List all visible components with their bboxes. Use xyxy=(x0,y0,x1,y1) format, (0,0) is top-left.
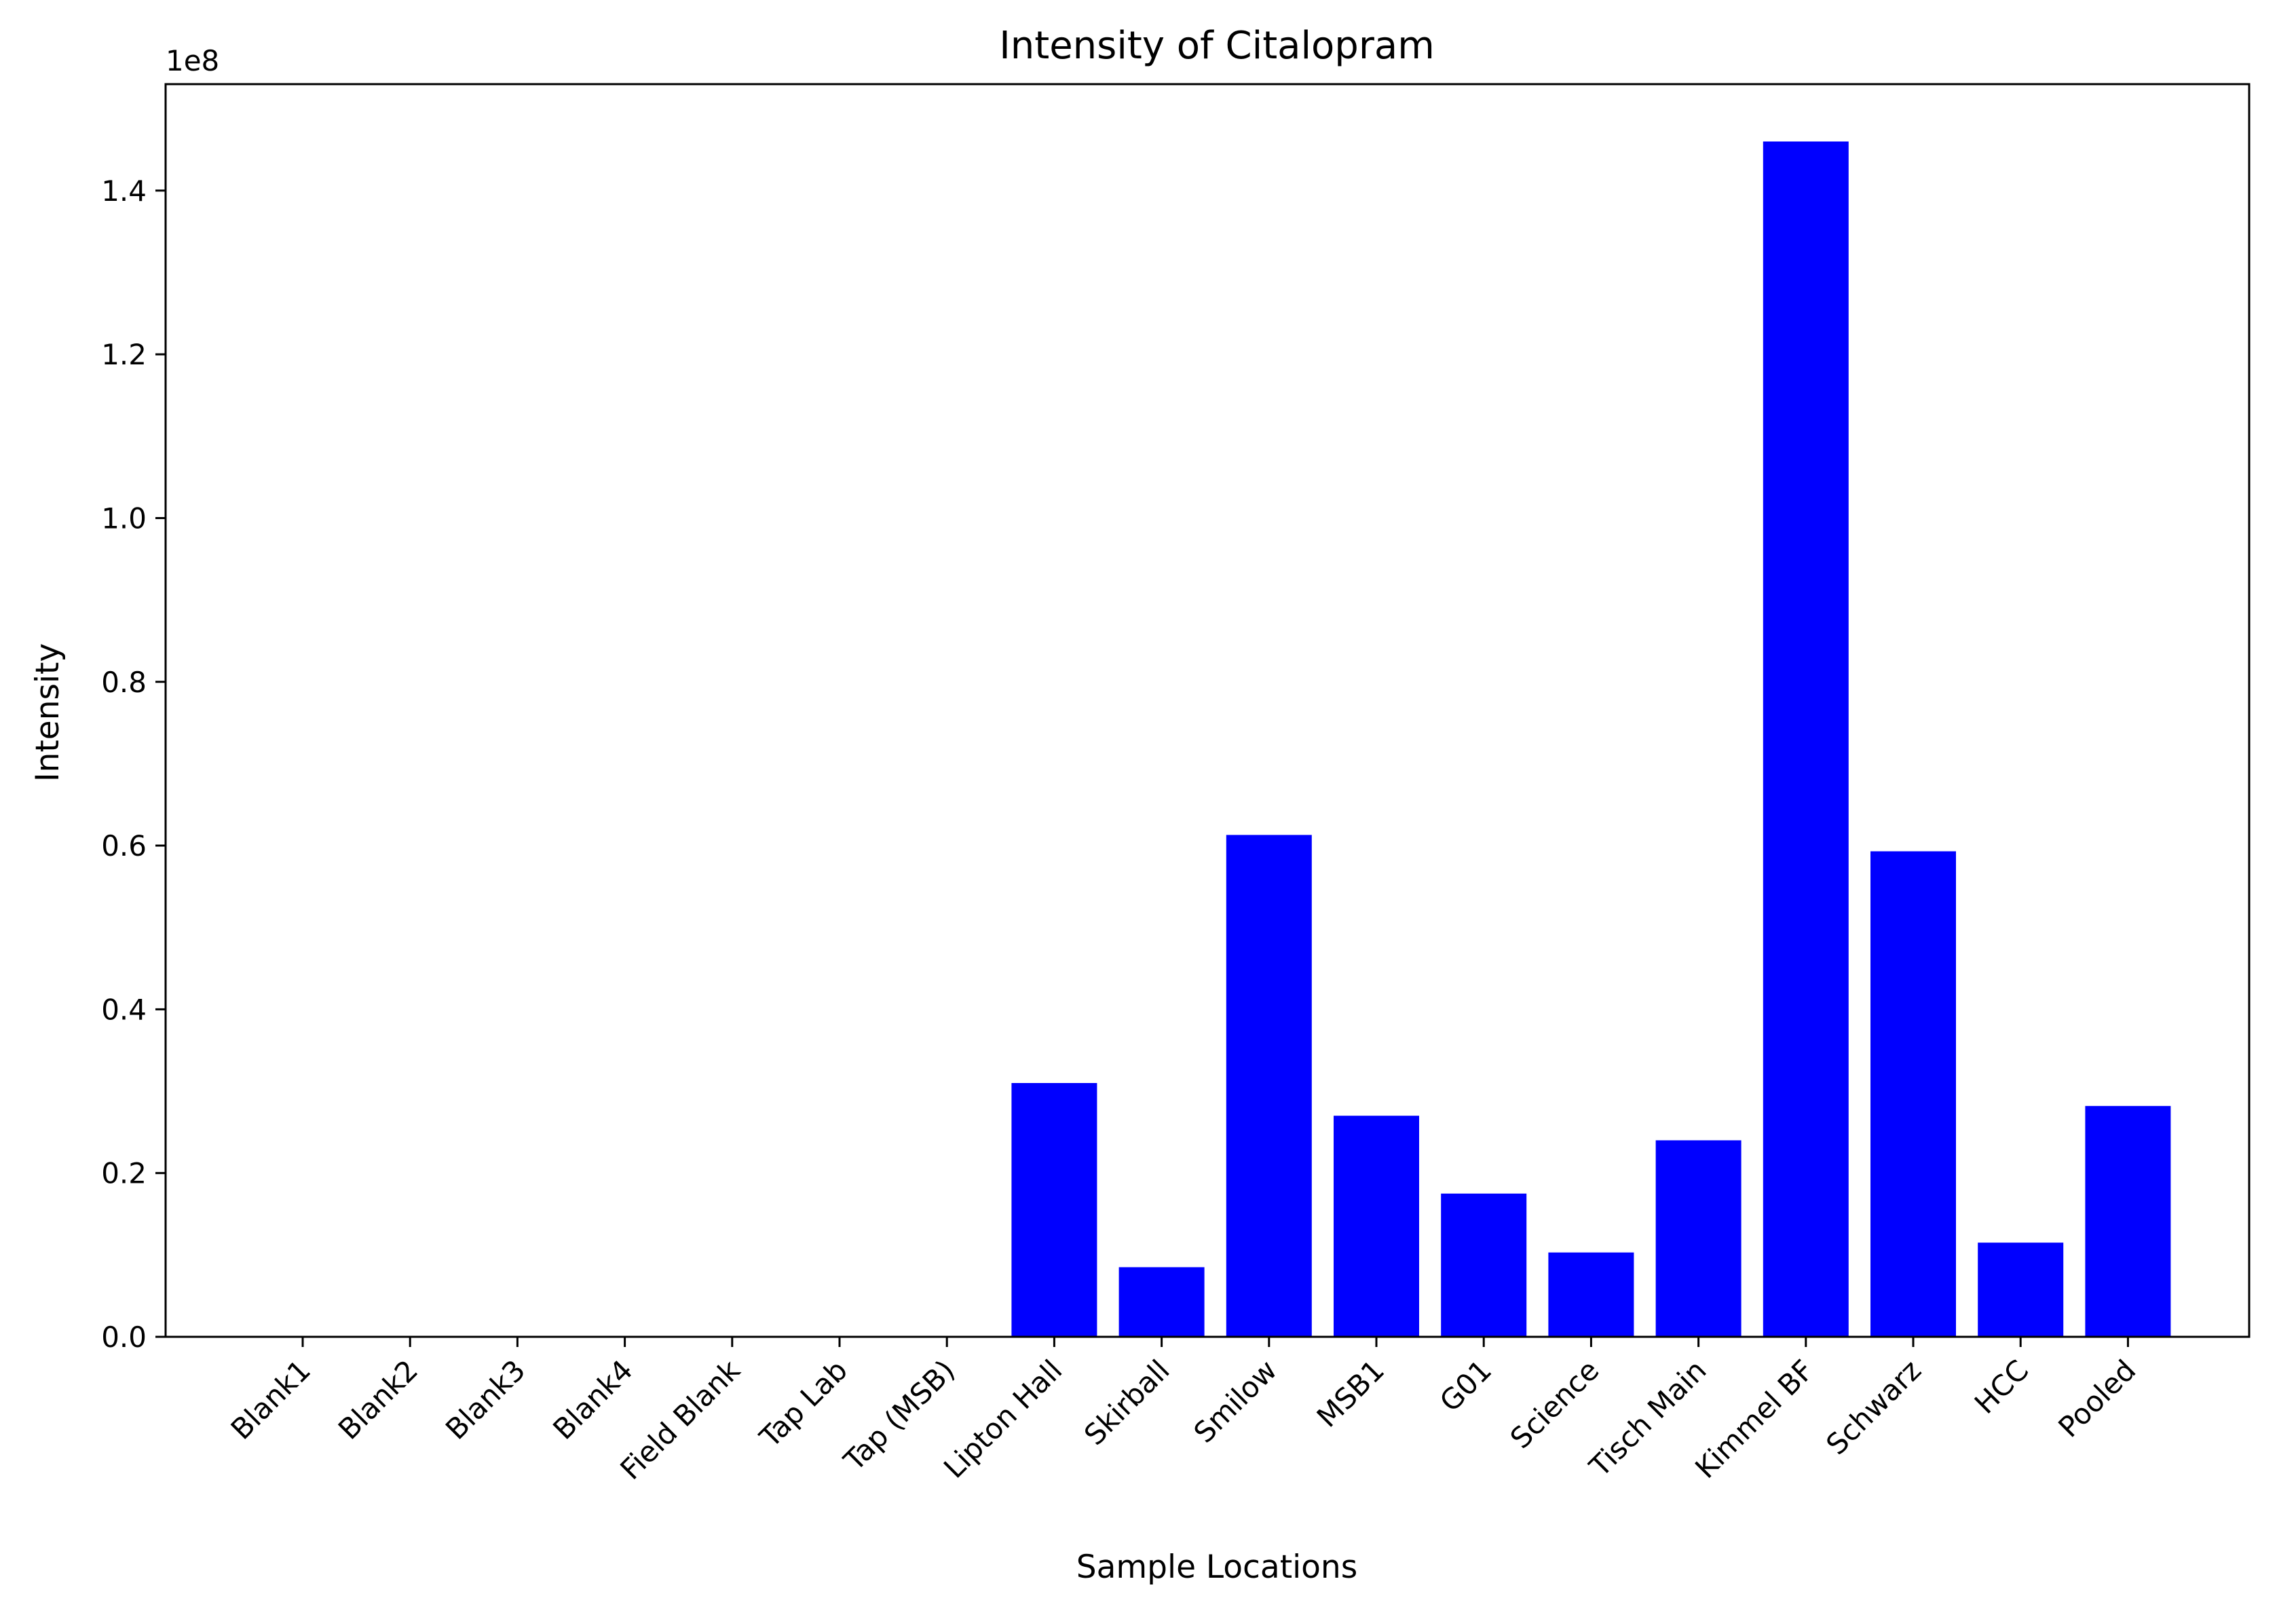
y-axis-title: Intensity xyxy=(29,643,67,782)
bar-science xyxy=(1548,1252,1634,1337)
plot-area-frame xyxy=(164,83,2251,1338)
bar-pooled xyxy=(2085,1105,2171,1337)
y-axis-offset-label: 1e8 xyxy=(166,44,219,77)
y-tick-label: 1.4 xyxy=(101,174,147,208)
bar-g01 xyxy=(1441,1193,1527,1337)
y-tick-label: 1.2 xyxy=(101,338,147,371)
y-tick-label: 0.4 xyxy=(101,993,147,1026)
y-axis-ticks: 0.0 0.2 0.4 0.6 0.8 1.0 1.2 1.4 xyxy=(101,174,166,1354)
y-tick-label: 1.0 xyxy=(101,501,147,535)
y-tick-label: 0.2 xyxy=(101,1157,147,1190)
bar-msb1 xyxy=(1334,1116,1419,1337)
bar-smilow xyxy=(1226,835,1312,1337)
x-axis-title: Sample Locations xyxy=(1076,1549,1357,1586)
bar-kimmel-bf xyxy=(1763,141,1849,1337)
bar-hcc xyxy=(1978,1242,2064,1337)
bar-tisch-main xyxy=(1655,1140,1742,1337)
bar-schwarz xyxy=(1870,851,1956,1337)
bar-skirball xyxy=(1118,1267,1205,1337)
bar-lipton-hall xyxy=(1011,1083,1097,1337)
bars-group xyxy=(1011,141,2171,1337)
y-tick-label: 0.0 xyxy=(101,1321,147,1354)
chart-title: Intensity of Citalopram xyxy=(999,24,1435,68)
y-tick-label: 0.6 xyxy=(101,829,147,862)
y-tick-label: 0.8 xyxy=(101,666,147,699)
